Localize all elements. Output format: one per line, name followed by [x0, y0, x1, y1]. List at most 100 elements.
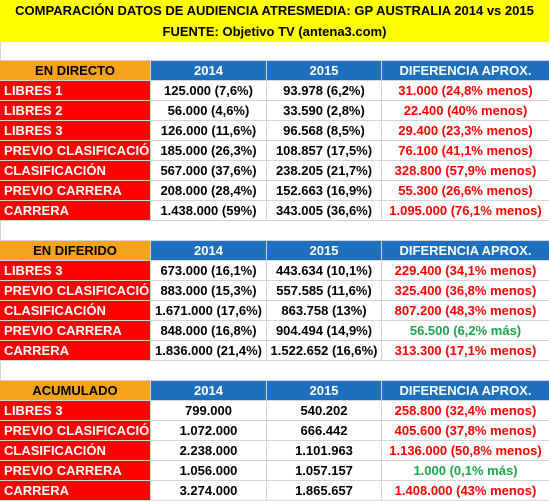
- row-label: CARRERA: [0, 341, 151, 361]
- table-row: CARRERA 1.438.000 (59%) 343.005 (36,6%) 1.0…: [0, 201, 549, 221]
- column-header-difference: DIFERENCIA APROX.: [382, 381, 549, 401]
- difference-value: 1.408.000 (43% menos): [382, 481, 549, 501]
- table-row: CLASIFICACIÓN 2.238.000 1.101.963 1.136.000…: [0, 441, 549, 461]
- row-label: PREVIO CLASIFICACIÓN: [0, 281, 151, 301]
- value-2014: 126.000 (11,6%): [151, 121, 267, 141]
- difference-value: 29.400 (23,3% menos): [382, 121, 549, 141]
- value-2014: 125.000 (7,6%): [151, 81, 267, 101]
- value-2015: 33.590 (2,8%): [267, 101, 382, 121]
- table-row: PREVIO CARRERA 208.000 (28,4%) 152.663 (16…: [0, 181, 549, 201]
- table-row: LIBRES 1 125.000 (7,6%) 93.978 (6,2%) 31.00…: [0, 81, 549, 101]
- value-2014: 208.000 (28,4%): [151, 181, 267, 201]
- difference-value: 76.100 (41,1% menos): [382, 141, 549, 161]
- section-title: ACUMULADO: [0, 381, 151, 401]
- page-title: COMPARACIÓN DATOS DE AUDIENCIA ATRESMEDI…: [15, 3, 534, 18]
- value-2015: 238.205 (21,7%): [267, 161, 382, 181]
- section-title: EN DIFERIDO: [0, 241, 151, 261]
- row-label: PREVIO CLASIFICACIÓN: [0, 421, 151, 441]
- difference-value: 1.136.000 (50,8% menos): [382, 441, 549, 461]
- difference-value: 56.500 (6,2% más): [382, 321, 549, 341]
- value-2014: 3.274.000: [151, 481, 267, 501]
- table-row: PREVIO CLASIFICACIÓN 883.000 (15,3%) 557.5…: [0, 281, 549, 301]
- value-2014: 1.056.000: [151, 461, 267, 481]
- section-header-row: ACUMULADO 2014 2015 DIFERENCIA APROX.: [0, 381, 549, 401]
- row-label: LIBRES 3: [0, 261, 151, 281]
- difference-value: 1.095.000 (76,1% menos): [382, 201, 549, 221]
- difference-value: 325.400 (36,8% menos): [382, 281, 549, 301]
- value-2015: 1.865.657: [267, 481, 382, 501]
- row-label: CLASIFICACIÓN: [0, 161, 151, 181]
- value-2015: 863.758 (13%): [267, 301, 382, 321]
- value-2015: 96.568 (8,5%): [267, 121, 382, 141]
- row-label: PREVIO CARRERA: [0, 461, 151, 481]
- table-row: CLASIFICACIÓN 567.000 (37,6%) 238.205 (21,…: [0, 161, 549, 181]
- row-label: PREVIO CLASIFICACIÓN: [0, 141, 151, 161]
- difference-value: 807.200 (48,3% menos): [382, 301, 549, 321]
- value-2014: 56.000 (4,6%): [151, 101, 267, 121]
- row-label: PREVIO CARRERA: [0, 321, 151, 341]
- value-2014: 1.671.000 (17,6%): [151, 301, 267, 321]
- difference-value: 1.000 (0,1% más): [382, 461, 549, 481]
- table-row: LIBRES 2 56.000 (4,6%) 33.590 (2,8%) 22.400…: [0, 101, 549, 121]
- row-label: CLASIFICACIÓN: [0, 301, 151, 321]
- value-2015: 343.005 (36,6%): [267, 201, 382, 221]
- column-header-difference: DIFERENCIA APROX.: [382, 241, 549, 261]
- title-block: COMPARACIÓN DATOS DE AUDIENCIA ATRESMEDI…: [0, 0, 549, 42]
- column-header-2015: 2015: [267, 241, 382, 261]
- difference-value: 55.300 (26,6% menos): [382, 181, 549, 201]
- value-2014: 567.000 (37,6%): [151, 161, 267, 181]
- difference-value: 405.600 (37,8% menos): [382, 421, 549, 441]
- difference-value: 229.400 (34,1% menos): [382, 261, 549, 281]
- table-row: CARRERA 3.274.000 1.865.657 1.408.000 (43% …: [0, 481, 549, 501]
- value-2015: 1.057.157: [267, 461, 382, 481]
- column-header-2015: 2015: [267, 61, 382, 81]
- column-header-2014: 2014: [151, 241, 267, 261]
- table-row: LIBRES 3 673.000 (16,1%) 443.634 (10,1%) 22…: [0, 261, 549, 281]
- table-row: PREVIO CLASIFICACIÓN 1.072.000 666.442 405.…: [0, 421, 549, 441]
- value-2015: 443.634 (10,1%): [267, 261, 382, 281]
- value-2015: 152.663 (16,9%): [267, 181, 382, 201]
- column-header-2014: 2014: [151, 381, 267, 401]
- value-2014: 673.000 (16,1%): [151, 261, 267, 281]
- row-label: LIBRES 3: [0, 121, 151, 141]
- row-label: LIBRES 3: [0, 401, 151, 421]
- value-2015: 666.442: [267, 421, 382, 441]
- value-2015: 1.522.652 (16,6%): [267, 341, 382, 361]
- table-row: LIBRES 3 126.000 (11,6%) 96.568 (8,5%) 29.4…: [0, 121, 549, 141]
- row-label: CLASIFICACIÓN: [0, 441, 151, 461]
- row-label: LIBRES 2: [0, 101, 151, 121]
- difference-value: 31.000 (24,8% menos): [382, 81, 549, 101]
- value-2015: 108.857 (17,5%): [267, 141, 382, 161]
- value-2015: 904.494 (14,9%): [267, 321, 382, 341]
- table-row: PREVIO CLASIFICACIÓN 185.000 (26,3%) 108.8…: [0, 141, 549, 161]
- section-header-row: EN DIFERIDO 2014 2015 DIFERENCIA APROX.: [0, 241, 549, 261]
- row-label: PREVIO CARRERA: [0, 181, 151, 201]
- value-2014: 1.438.000 (59%): [151, 201, 267, 221]
- column-header-difference: DIFERENCIA APROX.: [382, 61, 549, 81]
- section-header-row: EN DIRECTO 2014 2015 DIFERENCIA APROX.: [0, 61, 549, 81]
- difference-value: 313.300 (17,1% menos): [382, 341, 549, 361]
- value-2015: 93.978 (6,2%): [267, 81, 382, 101]
- section-title: EN DIRECTO: [0, 61, 151, 81]
- value-2014: 883.000 (15,3%): [151, 281, 267, 301]
- value-2014: 185.000 (26,3%): [151, 141, 267, 161]
- value-2015: 1.101.963: [267, 441, 382, 461]
- table-row: PREVIO CARRERA 848.000 (16,8%) 904.494 (14…: [0, 321, 549, 341]
- difference-value: 328.800 (57,9% menos): [382, 161, 549, 181]
- source-line: FUENTE: Objetivo TV (antena3.com): [162, 24, 387, 39]
- table-row: CLASIFICACIÓN 1.671.000 (17,6%) 863.758 (1…: [0, 301, 549, 321]
- table-row: PREVIO CARRERA 1.056.000 1.057.157 1.000 (0…: [0, 461, 549, 481]
- value-2014: 1.072.000: [151, 421, 267, 441]
- value-2014: 2.238.000: [151, 441, 267, 461]
- difference-value: 258.800 (32,4% menos): [382, 401, 549, 421]
- row-label: CARRERA: [0, 201, 151, 221]
- value-2014: 799.000: [151, 401, 267, 421]
- value-2015: 557.585 (11,6%): [267, 281, 382, 301]
- table-row: LIBRES 3 799.000 540.202 258.800 (32,4% men…: [0, 401, 549, 421]
- column-header-2014: 2014: [151, 61, 267, 81]
- difference-value: 22.400 (40% menos): [382, 101, 549, 121]
- column-header-2015: 2015: [267, 381, 382, 401]
- row-label: LIBRES 1: [0, 81, 151, 101]
- row-label: CARRERA: [0, 481, 151, 501]
